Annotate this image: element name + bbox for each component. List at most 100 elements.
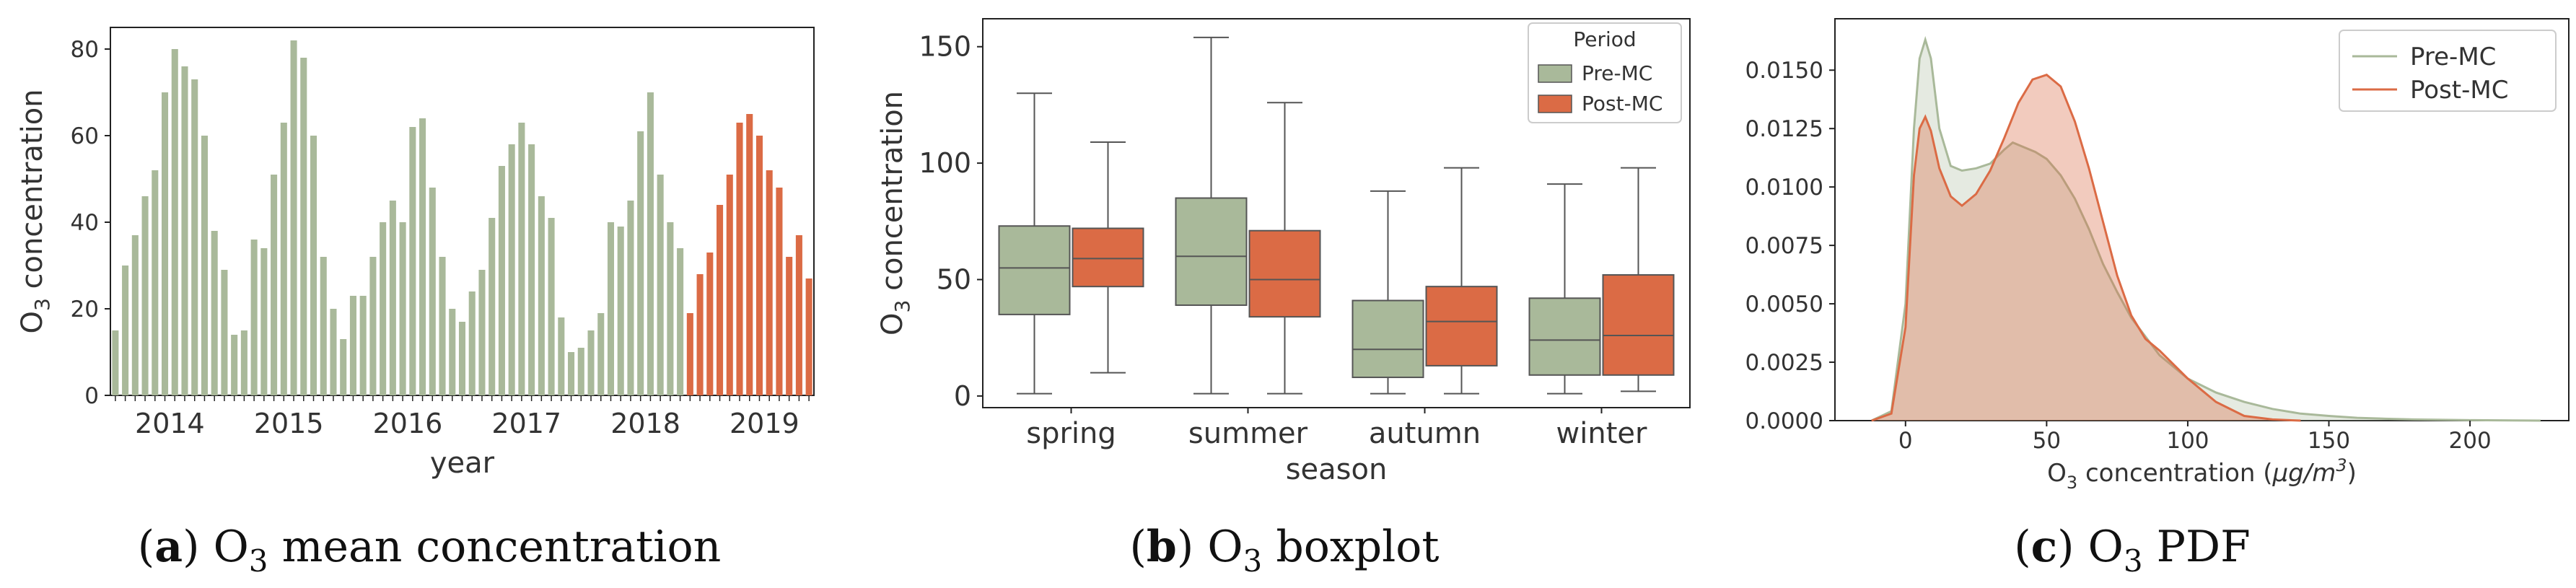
panel-a-bar (161, 92, 169, 395)
panel-a-bar (320, 257, 327, 395)
panel-a-bar (587, 330, 595, 395)
panel-a-bar (577, 348, 584, 395)
panel-a-bar (300, 58, 307, 395)
panel-a-bar (250, 240, 258, 395)
caption-c: (c) O3 PDF (2014, 522, 2251, 579)
panel-a-bar (191, 79, 198, 395)
caption-b-letter: b (1147, 522, 1177, 572)
panel-a-bar (211, 231, 218, 395)
panel-a-bar (478, 270, 486, 395)
panel-b-box (1602, 274, 1675, 376)
panel-a-bar (271, 175, 278, 395)
caption-c-letter: c (2031, 522, 2058, 572)
panel-b-y-tick-label: 0 (954, 380, 971, 412)
panel-a-bar (310, 136, 317, 395)
panel-a-y-tick-label: 20 (71, 297, 99, 322)
panel-a-bar (696, 274, 704, 395)
panel-a-bar (627, 201, 634, 395)
panel-a-bar (717, 205, 724, 395)
panel-a-y-tick-label: 0 (84, 383, 99, 409)
panel-b-x-tick-label: autumn (1369, 417, 1481, 450)
panel-a-bar (568, 352, 575, 395)
caption-b-text: O3 boxplot (1207, 522, 1439, 579)
panel-a-bar (726, 175, 733, 395)
caption-a-text: O3 mean concentration (214, 522, 722, 579)
panel-c-y-tick-label: 0.0125 (1745, 116, 1823, 142)
panel-a-bar (508, 144, 515, 395)
panel-a-bar (805, 278, 812, 395)
panel-b-legend-swatch (1538, 64, 1572, 83)
panel-b-legend-swatch (1538, 95, 1572, 113)
panel-a-bar (518, 123, 525, 395)
panel-a-bar (746, 114, 753, 395)
panel-c-y-tick-label: 0.0150 (1745, 58, 1823, 84)
panel-a-bar (280, 123, 287, 395)
panel-a-bar (776, 188, 783, 395)
panel-a-bar (468, 291, 476, 395)
panel-a-x-tick-label: 2015 (254, 408, 324, 439)
panel-a-bar (657, 175, 664, 395)
panel-c-x-axis-label: O3 concentration (μg/m3) (2047, 455, 2357, 493)
panel-a-bar (419, 118, 426, 395)
panel-c-y-tick-label: 0.0075 (1745, 233, 1823, 259)
panel-a-bar (369, 257, 377, 395)
panel-a-bar (171, 49, 178, 395)
panel-c-legend-frame (2339, 30, 2557, 112)
panel-a-bar (755, 136, 763, 395)
panel-a-bar (489, 218, 496, 395)
panel-a-bar (736, 123, 743, 395)
panel-a-bar (122, 266, 129, 395)
panel-a-bar (409, 127, 416, 395)
panel-a-bar (399, 222, 406, 395)
panel-a-bar (647, 92, 654, 395)
panel-a-bar (340, 339, 347, 395)
panel-c-y-tick-label: 0.0100 (1745, 175, 1823, 201)
panel-a-bar (429, 188, 436, 395)
panel-a-bar (538, 196, 545, 395)
panel-a-bar (637, 131, 644, 395)
panel-a-x-tick-label: 2014 (135, 408, 205, 439)
panel-a-bar (449, 309, 456, 395)
panel-c-line-pre-mc (1871, 35, 2541, 422)
panel-a-y-tick-label: 60 (71, 123, 99, 149)
panel-a-x-tick-label: 2019 (730, 408, 799, 439)
panel-a-bar (231, 335, 238, 395)
panel-a-bar (221, 270, 228, 395)
panel-a-bar (380, 222, 387, 395)
panel-a-x-tick-label: 2016 (373, 408, 443, 439)
panel-a-bar (528, 144, 535, 395)
panel-c-x-tick-label: 50 (2033, 428, 2061, 454)
panel-a-bar (667, 222, 674, 395)
panel-c-area-pre-mc (1871, 40, 2541, 421)
panel-c-legend-label: Post-MC (2410, 76, 2508, 105)
caption-b: (b) O3 boxplot (1129, 522, 1439, 579)
panel-b-x-axis-label: season (1286, 453, 1388, 486)
panel-a-bar (330, 309, 337, 395)
panel-c-line-post-mc (1871, 74, 2301, 422)
panel-b-legend-label: Pre-MC (1582, 61, 1652, 85)
panel-a-y-tick-label: 80 (71, 37, 99, 63)
panel-a-bar (112, 330, 119, 395)
panel-b-y-axis-label: O3 concentration (876, 91, 914, 335)
panel-b-box (1072, 227, 1144, 288)
panel-a-bar (181, 66, 188, 395)
panel-a-x-tick-label: 2018 (610, 408, 680, 439)
panel-a-bar (141, 196, 149, 395)
panel-c-area-post-mc (1871, 74, 2301, 421)
panel-a-bar (359, 296, 367, 395)
panel-c-legend-label: Pre-MC (2410, 43, 2496, 71)
panel-b-box (1425, 286, 1498, 367)
panel-a-bar (260, 248, 268, 395)
panel-a-bar (766, 170, 773, 395)
panel-c-x-tick-label: 100 (2166, 428, 2209, 454)
panel-a-bar (548, 218, 555, 395)
panel-c-pdf-chart: 0 50 100 150 200 0.0000 0.0025 0.0050 0.0075 0.01… (1745, 18, 2570, 493)
panel-b-box (1528, 297, 1601, 376)
panel-a-bar (349, 296, 356, 395)
panel-a-bar (686, 313, 693, 395)
panel-b-x-tick-label: winter (1556, 417, 1647, 450)
panel-b-box (998, 225, 1071, 315)
panel-a-bar (706, 253, 714, 395)
panel-c-plot-frame (1834, 18, 2570, 421)
